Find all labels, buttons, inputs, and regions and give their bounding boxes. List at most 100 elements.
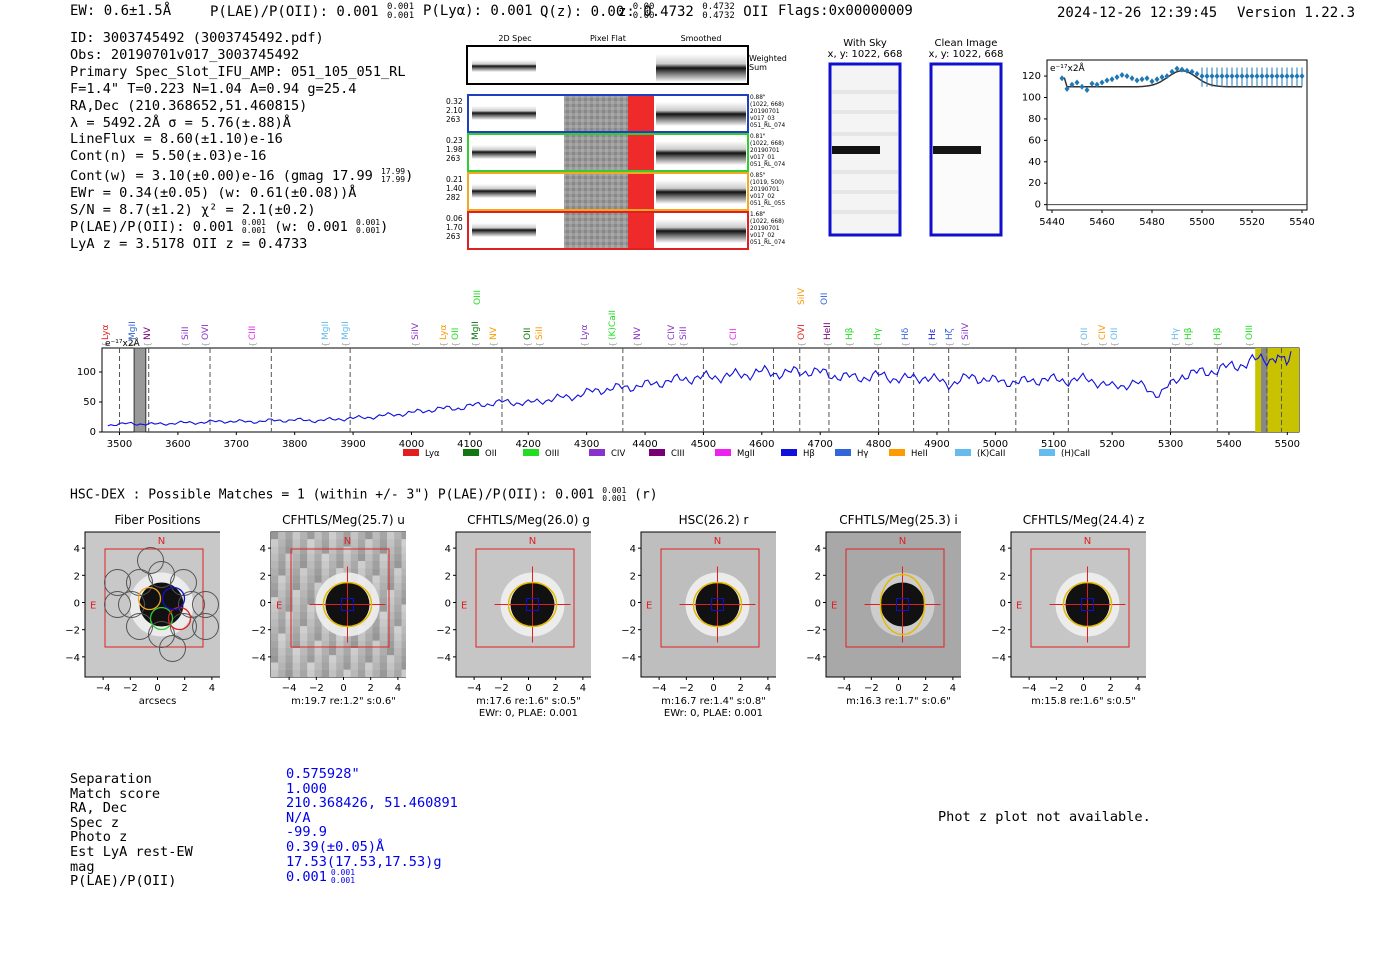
noise-pixel (307, 597, 314, 604)
noise-pixel (315, 634, 322, 641)
noise-pixel (278, 648, 285, 655)
spectrum-xtick-label: 3500 (107, 439, 132, 450)
plya-value: P(Lyα): 0.001 (423, 3, 533, 19)
noise-pixel (380, 648, 387, 655)
cutout-xtick-label: 2 (368, 683, 374, 694)
spectrum-top-label: OII (1110, 328, 1120, 340)
north-label: N (714, 536, 721, 547)
noise-pixel (336, 663, 343, 670)
noise-pixel (293, 612, 300, 619)
noise-pixel (373, 576, 380, 583)
z-lo: 0.4732 (702, 11, 735, 21)
spectrum-top-label-high: OII (820, 293, 830, 305)
noise-pixel (278, 568, 285, 575)
noise-pixel (329, 539, 336, 546)
noise-pixel (293, 597, 300, 604)
with-sky-trace (832, 146, 880, 154)
noise-pixel (380, 655, 387, 662)
noise-pixel (394, 663, 401, 670)
noise-pixel (307, 590, 314, 597)
noise-pixel (322, 547, 329, 554)
spectrum-top-bracket: { (489, 342, 498, 347)
spec-row-flat-red (628, 133, 654, 172)
spectrum-ytick-label: 100 (77, 367, 96, 378)
spec-row-right-info: 0.85" (750, 173, 766, 179)
hsc-plae-lo: 0.001 (602, 494, 626, 503)
noise-pixel (358, 568, 365, 575)
spec-row-right-info: 20190701 (750, 226, 780, 232)
noise-pixel (329, 655, 336, 662)
zoom-yticks: 020406080100120 (1022, 71, 1047, 211)
noise-pixel (286, 619, 293, 626)
noise-pixel (373, 561, 380, 568)
legend-label: OII (485, 449, 497, 459)
spec-row-right-info: (1022, 668) (750, 102, 784, 108)
noise-pixel (336, 547, 343, 554)
east-label: E (461, 601, 467, 612)
noise-pixel (307, 554, 314, 561)
match-value: N/A (286, 811, 458, 826)
cutout-ytick-label: 2 (815, 571, 821, 582)
zoom-xtick-label: 5460 (1089, 217, 1114, 228)
noise-pixel (387, 619, 394, 626)
spectrum-top-bracket: { (873, 342, 882, 347)
cutout-title: CFHTLS/Meg(25.3) i (839, 513, 958, 527)
legend-label: (K)CaII (977, 449, 1005, 459)
noise-pixel (358, 532, 365, 539)
noise-pixel (336, 561, 343, 568)
noise-pixel (278, 576, 285, 583)
noise-pixel (373, 648, 380, 655)
noise-pixel (278, 583, 285, 590)
cutout-panel: CFHTLS/Meg(24.4) z N E 4 2 0 −2 −4 −4 −2 0 2 4 m:15.8… (966, 510, 1146, 729)
noise-pixel (373, 554, 380, 561)
spectrum-top-label: CIII (248, 326, 258, 340)
hsc-title: HSC-DEX : Possible Matches = 1 (within +… (70, 488, 594, 503)
cutout-ytick-label: −4 (65, 653, 80, 664)
zoom-ytick-label: 40 (1028, 157, 1041, 168)
zoom-xtick-label: 5540 (1289, 217, 1314, 228)
noise-pixel (387, 626, 394, 633)
spec-row-left-stat: 1.70 (446, 223, 463, 232)
noise-pixel (373, 655, 380, 662)
spec-row-right-info: v017_03 (750, 116, 775, 122)
ew-value: EW: 0.6±1.5Å (70, 3, 171, 19)
cutout-ytick-label: 4 (74, 544, 80, 555)
cutout-xtick-label: 2 (738, 683, 744, 694)
cutout-panel: CFHTLS/Meg(26.0) g N E 4 2 0 −2 −4 −4 −2 0 2 4 m:17.6… (411, 510, 591, 729)
noise-pixel (300, 583, 307, 590)
spectrum-top-label: Hγ (873, 327, 883, 340)
noise-pixel (402, 583, 407, 590)
cutout-xtick-label: 4 (1135, 683, 1141, 694)
info-lyaz: LyA z = 3.5178 OII z = 0.4733 (70, 236, 413, 253)
noise-pixel (278, 561, 285, 568)
zoom-xtick-label: 5440 (1039, 217, 1064, 228)
noise-pixel (394, 539, 401, 546)
spectrum-top-label: NV (633, 326, 643, 340)
noise-pixel (271, 626, 278, 633)
spec-row-2d (472, 184, 536, 198)
noise-pixel (322, 634, 329, 641)
north-label: N (529, 536, 536, 547)
zoom-ytick-label: 60 (1028, 135, 1041, 146)
legend-swatch (463, 449, 479, 456)
cutout-xtick-label: 4 (209, 683, 215, 694)
noise-pixel (373, 547, 380, 554)
spec-row-flat-red (628, 211, 654, 250)
cutout-ytick-label: 2 (445, 571, 451, 582)
noise-pixel (293, 539, 300, 546)
spec-row-smoothed (656, 180, 746, 204)
spec-row-right-info: 1.68" (750, 212, 766, 218)
clean-xy: x, y: 1022, 668 (921, 49, 1011, 60)
photz-message: Phot z plot not available. (938, 809, 1151, 825)
noise-pixel (286, 612, 293, 619)
noise-pixel (329, 547, 336, 554)
spectrum-top-bracket: { (471, 342, 480, 347)
noise-pixel (271, 655, 278, 662)
noise-pixel (402, 554, 407, 561)
spectrum-top-bracket: { (201, 342, 210, 347)
cutout-svg: CFHTLS/Meg(25.3) i N E 4 2 0 −2 −4 −4 −2 0 2 4 m:16.3… (781, 510, 961, 725)
noise-pixel (278, 641, 285, 648)
match-value: 0.001 0.001 0.001 (286, 869, 458, 885)
noise-pixel (293, 532, 300, 539)
cutout-xtick-label: −2 (1049, 683, 1064, 694)
